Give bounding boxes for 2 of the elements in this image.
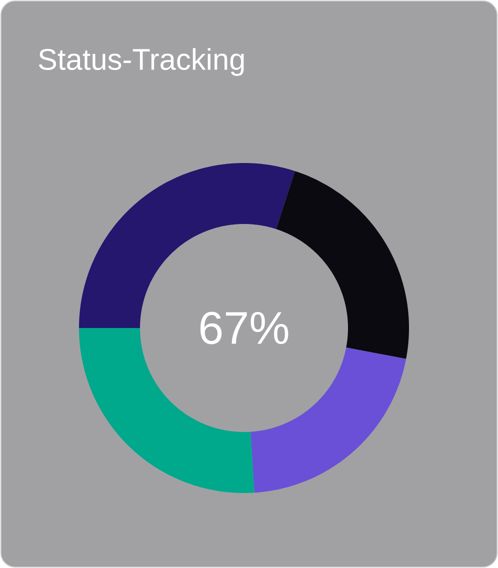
text: 67%: [200, 312, 288, 344]
chart-title: Status-Tracking: [38, 48, 244, 76]
